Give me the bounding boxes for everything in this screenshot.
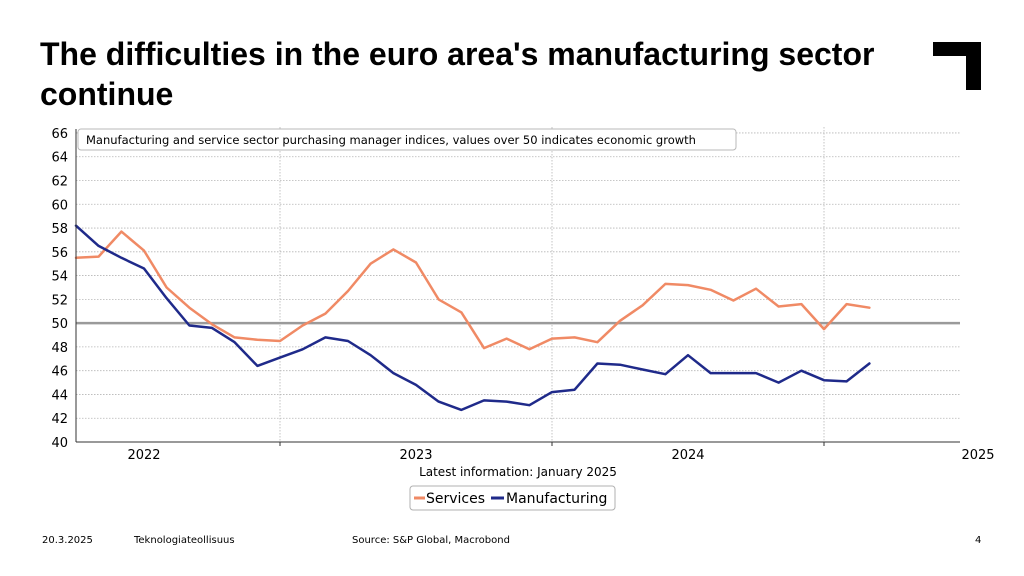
chart-gridlines [76,127,960,443]
x-tick-label: 2022 [127,448,160,463]
chart-series [74,224,960,412]
y-tick-label: 52 [51,293,68,308]
page-title: The difficulties in the euro area's manu… [40,36,875,112]
y-tick-label: 48 [51,341,68,356]
y-tick-label: 56 [51,246,68,261]
y-tick-label: 46 [51,365,68,380]
x-tick-label: 2025 [961,448,994,463]
x-tick-label: 2024 [671,448,704,463]
company-logo [933,42,981,90]
y-tick-label: 64 [51,151,68,166]
chart-annotation-box [77,128,737,151]
footer-date: 20.3.2025 [42,535,93,546]
y-tick-label: 42 [51,412,68,427]
legend-box [409,485,616,511]
footer-source: Source: S&P Global, Macrobond [352,535,510,546]
legend-label-services: Services [426,491,485,507]
chart-legend: Services Manufacturing [409,485,616,511]
x-axis-label: Latest information: January 2025 [419,465,617,479]
footer-organization: Teknologiateollisuus [134,535,235,546]
y-tick-label: 66 [51,127,68,142]
y-tick-label: 40 [51,436,68,451]
y-tick-label: 54 [51,270,68,285]
y-tick-label: 62 [51,174,68,189]
y-tick-label: 58 [51,222,68,237]
series-line-services [74,230,871,351]
legend-label-manufacturing: Manufacturing [506,491,607,507]
y-tick-label: 44 [51,388,68,403]
chart-annotation: Manufacturing and service sector purchas… [86,133,696,147]
x-tick-label: 2023 [399,448,432,463]
footer-page-number: 4 [975,535,982,546]
y-tick-label: 60 [51,198,68,213]
series-line-manufacturing [74,224,871,412]
x-axis-ticks: 2022 2023 2024 2025 [127,442,995,463]
y-tick-label: 50 [51,317,68,332]
y-axis-ticks: 40 42 44 46 48 50 52 54 56 58 60 62 64 66 [51,127,68,451]
